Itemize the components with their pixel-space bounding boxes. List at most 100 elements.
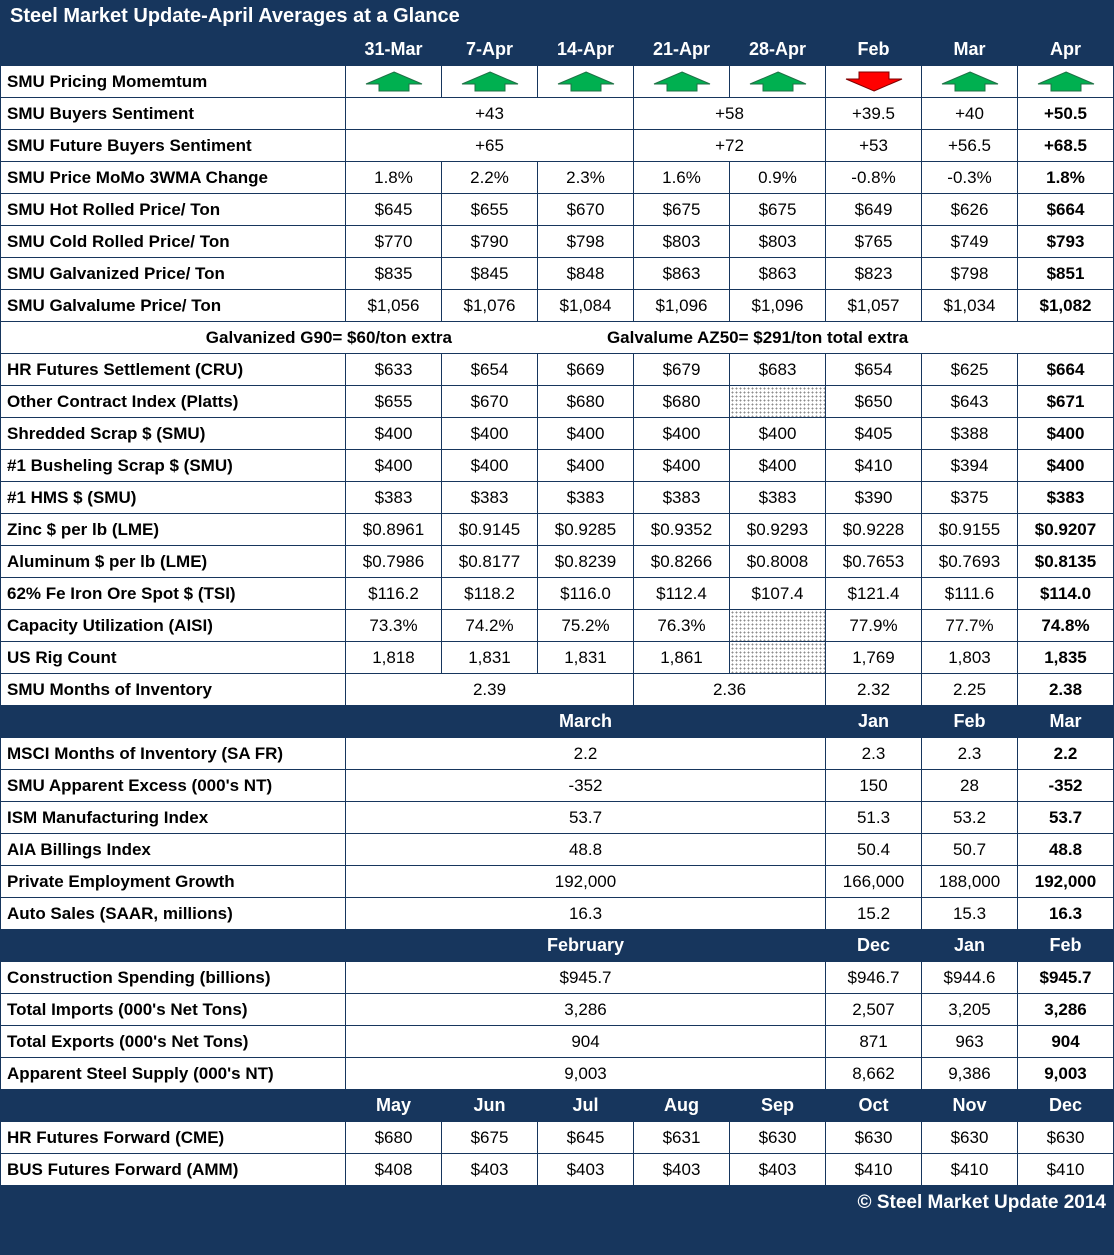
row-label: SMU Price MoMo 3WMA Change bbox=[0, 161, 346, 194]
data-cell: $0.8239 bbox=[537, 545, 634, 578]
data-cell: 74.8% bbox=[1017, 609, 1114, 642]
data-cell: $383 bbox=[537, 481, 634, 514]
column-header: Oct bbox=[825, 1089, 922, 1122]
data-cell: $0.9155 bbox=[921, 513, 1018, 546]
up-arrow-icon bbox=[1037, 71, 1094, 92]
data-cell: 3,286 bbox=[1017, 993, 1114, 1026]
row-label: SMU Cold Rolled Price/ Ton bbox=[0, 225, 346, 258]
data-cell: $0.9207 bbox=[1017, 513, 1114, 546]
data-cell: $116.2 bbox=[345, 577, 442, 610]
up-arrow-icon bbox=[941, 71, 998, 92]
data-cell: 28 bbox=[921, 769, 1018, 802]
no-data-cell bbox=[729, 641, 826, 674]
up-arrow-icon bbox=[461, 71, 518, 92]
data-cell: $383 bbox=[633, 481, 730, 514]
data-cell: 74.2% bbox=[441, 609, 538, 642]
data-cell: $403 bbox=[537, 1153, 634, 1186]
data-cell: $375 bbox=[921, 481, 1018, 514]
row-label: Capacity Utilization (AISI) bbox=[0, 609, 346, 642]
data-cell: 9,386 bbox=[921, 1057, 1018, 1090]
column-header: February bbox=[345, 929, 826, 962]
data-cell: $410 bbox=[921, 1153, 1018, 1186]
column-header: May bbox=[345, 1089, 442, 1122]
data-cell: $400 bbox=[345, 449, 442, 482]
data-cell: $400 bbox=[633, 417, 730, 450]
data-cell: $823 bbox=[825, 257, 922, 290]
row-label: SMU Galvalume Price/ Ton bbox=[0, 289, 346, 322]
data-cell: 2.3 bbox=[921, 737, 1018, 770]
data-cell: $631 bbox=[633, 1121, 730, 1154]
data-cell: -0.8% bbox=[825, 161, 922, 194]
data-row: SMU Months of Inventory 2.39 2.36 2.32 2.25 2… bbox=[0, 673, 1114, 706]
data-cell: 1,769 bbox=[825, 641, 922, 674]
column-header: 31-Mar bbox=[345, 33, 442, 66]
data-cell: 48.8 bbox=[1017, 833, 1114, 866]
data-cell: 2.39 bbox=[345, 673, 634, 706]
data-row: SMU Price MoMo 3WMA Change 1.8% 2.2% 2.3% 1.… bbox=[0, 161, 1114, 194]
note-text: Galvanized G90= $60/ton extra bbox=[205, 327, 452, 347]
data-cell: 1.8% bbox=[1017, 161, 1114, 194]
data-cell: 2.25 bbox=[921, 673, 1018, 706]
row-label: SMU Months of Inventory bbox=[0, 673, 346, 706]
up-arrow-icon bbox=[365, 71, 422, 92]
data-cell: 16.3 bbox=[1017, 897, 1114, 930]
data-row: Zinc $ per lb (LME) $0.8961 $0.9145 $0.9285… bbox=[0, 513, 1114, 546]
column-header: Jun bbox=[441, 1089, 538, 1122]
data-cell: $675 bbox=[633, 193, 730, 226]
data-cell: 2.32 bbox=[825, 673, 922, 706]
data-cell: +50.5 bbox=[1017, 97, 1114, 130]
data-cell: $683 bbox=[729, 353, 826, 386]
up-arrow-cell bbox=[633, 65, 730, 98]
data-cell: $664 bbox=[1017, 353, 1114, 386]
data-cell: $790 bbox=[441, 225, 538, 258]
data-row: US Rig Count 1,818 1,831 1,831 1,861 1,769 1,8… bbox=[0, 641, 1114, 674]
row-label: Auto Sales (SAAR, millions) bbox=[0, 897, 346, 930]
data-row: Construction Spending (billions) $945.7 $9… bbox=[0, 961, 1114, 994]
up-arrow-cell bbox=[345, 65, 442, 98]
data-cell: $403 bbox=[633, 1153, 730, 1186]
row-label: Total Imports (000's Net Tons) bbox=[0, 993, 346, 1026]
data-cell: $383 bbox=[1017, 481, 1114, 514]
data-cell: $679 bbox=[633, 353, 730, 386]
data-cell: $765 bbox=[825, 225, 922, 258]
data-cell: $107.4 bbox=[729, 577, 826, 610]
column-header: Feb bbox=[825, 33, 922, 66]
row-label: Zinc $ per lb (LME) bbox=[0, 513, 346, 546]
data-cell: $118.2 bbox=[441, 577, 538, 610]
data-row: HR Futures Settlement (CRU) $633 $654 $669 $… bbox=[0, 353, 1114, 386]
data-cell: $1,084 bbox=[537, 289, 634, 322]
data-cell: +65 bbox=[345, 129, 634, 162]
data-cell: 53.7 bbox=[1017, 801, 1114, 834]
data-cell: $116.0 bbox=[537, 577, 634, 610]
data-cell: $944.6 bbox=[921, 961, 1018, 994]
column-header: 21-Apr bbox=[633, 33, 730, 66]
data-row: Other Contract Index (Platts) $655 $670 $68… bbox=[0, 385, 1114, 418]
data-row: BUS Futures Forward (AMM) $408 $403 $403 $40… bbox=[0, 1153, 1114, 1186]
data-cell: -0.3% bbox=[921, 161, 1018, 194]
data-cell: 2.38 bbox=[1017, 673, 1114, 706]
data-row: Aluminum $ per lb (LME) $0.7986 $0.8177 $0.… bbox=[0, 545, 1114, 578]
data-cell: $0.9352 bbox=[633, 513, 730, 546]
data-cell: $749 bbox=[921, 225, 1018, 258]
data-cell: $400 bbox=[633, 449, 730, 482]
colheader-row: 31-Mar 7-Apr 14-Apr 21-Apr 28-Apr Feb Mar Apr bbox=[0, 33, 1114, 66]
data-cell: $798 bbox=[537, 225, 634, 258]
up-arrow-icon bbox=[557, 71, 614, 92]
row-label: AIA Billings Index bbox=[0, 833, 346, 866]
data-cell: $675 bbox=[441, 1121, 538, 1154]
data-cell: $675 bbox=[729, 193, 826, 226]
down-arrow-cell bbox=[825, 65, 922, 98]
data-cell: $0.8135 bbox=[1017, 545, 1114, 578]
data-cell: 150 bbox=[825, 769, 922, 802]
data-cell: 3,286 bbox=[345, 993, 826, 1026]
data-cell: $383 bbox=[441, 481, 538, 514]
data-cell: $1,034 bbox=[921, 289, 1018, 322]
data-cell: 1,835 bbox=[1017, 641, 1114, 674]
data-cell: $671 bbox=[1017, 385, 1114, 418]
data-cell: $400 bbox=[1017, 449, 1114, 482]
data-cell: +43 bbox=[345, 97, 634, 130]
row-label: SMU Buyers Sentiment bbox=[0, 97, 346, 130]
note-text: Galvalume AZ50= $291/ton total extra bbox=[606, 327, 909, 347]
data-cell: $848 bbox=[537, 257, 634, 290]
data-cell: 192,000 bbox=[1017, 865, 1114, 898]
